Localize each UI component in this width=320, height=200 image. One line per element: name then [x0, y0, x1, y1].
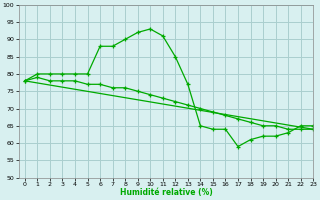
X-axis label: Humidité relative (%): Humidité relative (%) [120, 188, 212, 197]
